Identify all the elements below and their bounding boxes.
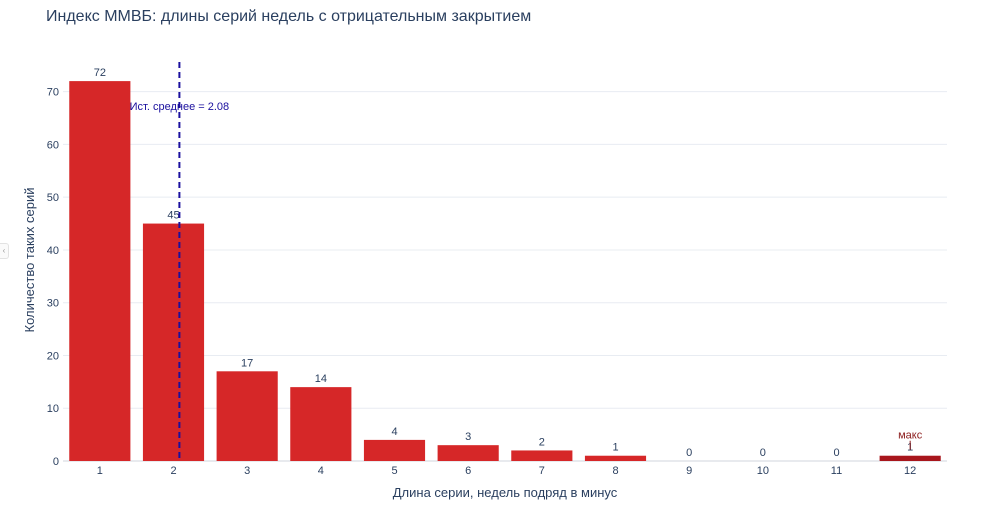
y-tick-label: 40 [47, 245, 59, 257]
x-axis-ticks: 1 2 3 4 5 6 7 8 9 10 11 12 [97, 465, 917, 477]
side-panel-toggle-icon[interactable]: ‹ [0, 243, 9, 259]
y-tick-label: 10 [47, 403, 59, 415]
y-axis-ticks: 0 10 20 30 40 50 60 70 [47, 87, 59, 468]
mean-reference-label: Ист. среднее = 2.08 [130, 101, 230, 113]
bars [69, 81, 941, 462]
x-tick-label: 12 [904, 465, 916, 477]
bar-value-label: 0 [686, 447, 692, 459]
x-tick-label: 8 [612, 465, 618, 477]
x-tick-label: 2 [170, 465, 176, 477]
x-tick-label: 7 [539, 465, 545, 477]
chart-title: Индекс ММВБ: длины серий недель с отрица… [46, 8, 531, 25]
y-tick-label: 20 [47, 350, 59, 362]
bar-value-label: 2 [539, 436, 545, 448]
x-tick-label: 4 [318, 465, 324, 477]
y-tick-label: 30 [47, 298, 59, 310]
bar-value-label: 1 [612, 442, 618, 454]
y-tick-label: 0 [53, 456, 59, 468]
bar [437, 445, 499, 461]
y-tick-label: 70 [47, 87, 59, 99]
bar-value-label: 0 [760, 447, 766, 459]
bar [216, 371, 278, 461]
x-tick-label: 3 [244, 465, 250, 477]
bar-value-labels: 7245171443210001макс [94, 67, 923, 459]
bar-value-label: 3 [465, 431, 471, 443]
bar [69, 81, 131, 462]
bar [511, 450, 573, 461]
x-tick-label: 10 [757, 465, 769, 477]
y-axis-title: Количество таких серий [22, 187, 37, 332]
bar [879, 455, 941, 461]
bar-value-label: 72 [94, 67, 106, 79]
max-annotation-label: макс [898, 430, 923, 442]
x-tick-label: 6 [465, 465, 471, 477]
bar [584, 455, 647, 461]
bar [290, 387, 352, 461]
bar-value-label: 14 [315, 373, 327, 385]
bar-value-label: 0 [833, 447, 839, 459]
y-tick-label: 50 [47, 192, 59, 204]
bar [363, 439, 426, 461]
gridlines [63, 91, 947, 462]
y-tick-label: 60 [47, 139, 59, 151]
x-axis-title: Длина серии, недель подряд в минус [393, 485, 618, 500]
bar-value-label: 4 [391, 426, 397, 438]
x-tick-label: 1 [97, 465, 103, 477]
x-tick-label: 11 [831, 465, 842, 477]
x-tick-label: 5 [391, 465, 397, 477]
bar-value-label: 17 [241, 357, 253, 369]
bar-value-label: 45 [167, 210, 179, 222]
mean-reference-line: Ист. среднее = 2.08 [130, 62, 230, 461]
bar [142, 223, 205, 461]
x-tick-label: 9 [686, 465, 692, 477]
